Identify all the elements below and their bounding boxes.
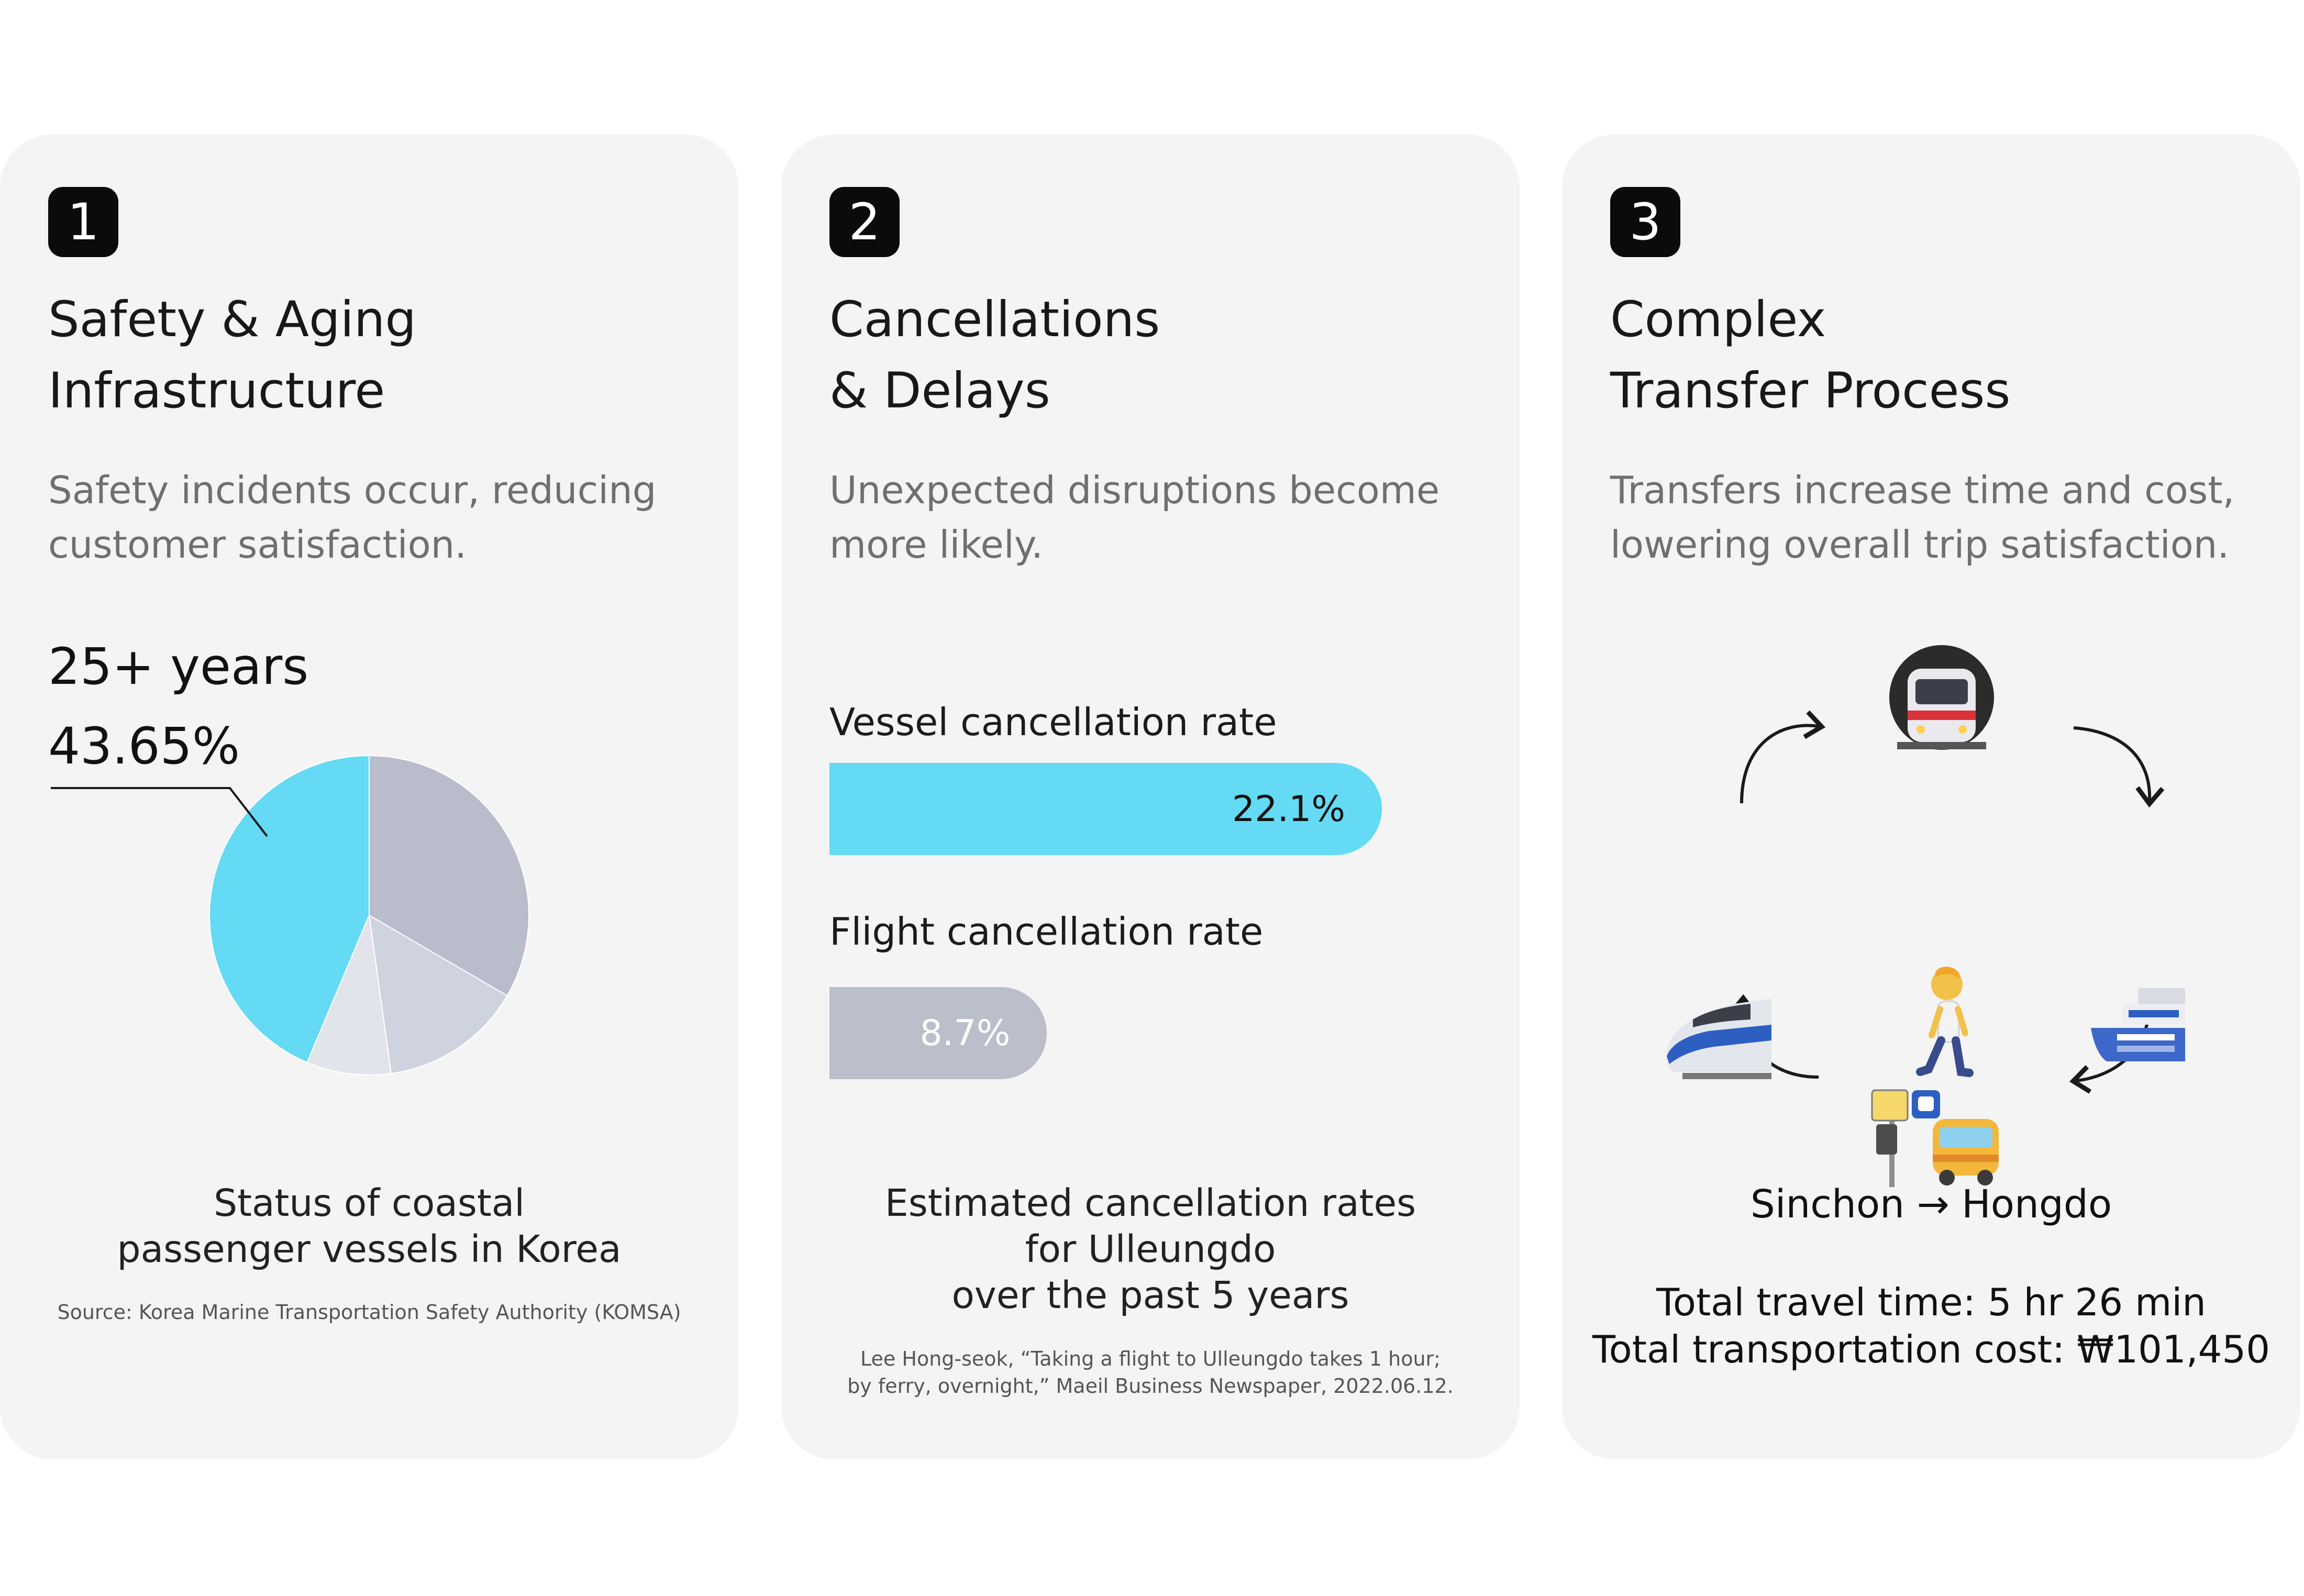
pie-slice <box>306 913 392 1076</box>
card-description-line: Safety incidents occur, reducing <box>48 468 657 512</box>
total-travel-time: Total travel time: 5 hr 26 min <box>1656 1280 2206 1324</box>
source-line: Lee Hong-seok, “Taking a flight to Ulleu… <box>860 1347 1441 1370</box>
total-transportation-cost: Total transportation cost: ₩101,450 <box>1592 1327 2270 1371</box>
vessel-bar-value: 22.1% <box>1232 788 1345 830</box>
source-note: Lee Hong-seok, “Taking a flight to Ulleu… <box>781 1345 1520 1400</box>
chart-caption-line: over the past 5 years <box>951 1273 1349 1317</box>
card-title: Complex Transfer Process <box>1610 284 2265 427</box>
card-title-line: Transfer Process <box>1610 362 2011 419</box>
card-title-line: Safety & Aging <box>48 291 417 348</box>
walking-person-icon <box>1916 967 1974 1077</box>
vessel-bar-label: Vessel cancellation rate <box>829 700 1277 744</box>
highlight-label: 25+ years <box>48 637 309 696</box>
pie-leader-line <box>51 787 268 837</box>
source-note: Source: Korea Marine Transportation Safe… <box>0 1299 738 1326</box>
card-description-line: more likely. <box>829 523 1044 567</box>
ferry-icon <box>2091 988 2185 1061</box>
route-label: Sinchon → Hongdo <box>1750 1182 2112 1227</box>
pie-slice-highlight <box>209 755 370 1063</box>
bus-stop-icon <box>1871 1089 1999 1187</box>
chart-caption-line: for Ulleungdo <box>1025 1227 1276 1271</box>
card-description-line: lowering overall trip satisfaction. <box>1610 523 2230 567</box>
vessel-age-pie-chart <box>51 755 530 1076</box>
chart-caption: Estimated cancellation rates for Ulleung… <box>781 1180 1520 1318</box>
card-description: Unexpected disruptions become more likel… <box>829 463 1489 572</box>
source-line: Source: Korea Marine Transportation Safe… <box>57 1301 681 1324</box>
card-title: Cancellations & Delays <box>829 284 1484 427</box>
card-title-line: Cancellations <box>829 291 1160 348</box>
chart-caption-line: passenger vessels in Korea <box>117 1227 622 1271</box>
card-description: Safety incidents occur, reducing custome… <box>48 463 708 572</box>
card-description-line: Transfers increase time and cost, <box>1610 468 2235 512</box>
flight-bar-value: 8.7% <box>920 1012 1011 1054</box>
metro-icon <box>1889 645 1994 750</box>
chart-caption-line: Status of coastal <box>214 1181 525 1225</box>
cycle-arrow <box>1740 710 1826 804</box>
transfer-card: 3 Complex Transfer Process Transfers inc… <box>1562 135 2300 1459</box>
chart-caption: Status of coastal passenger vessels in K… <box>0 1180 738 1272</box>
card-title-line: & Delays <box>829 362 1050 419</box>
safety-card: 1 Safety & Aging Infrastructure Safety i… <box>0 135 738 1459</box>
high-speed-train-icon <box>1667 999 1771 1079</box>
card-description-line: Unexpected disruptions become <box>829 468 1440 512</box>
pie-slice <box>369 755 530 996</box>
cycle-arrow <box>2073 726 2165 808</box>
card-title: Safety & Aging Infrastructure <box>48 284 703 427</box>
flight-bar-label: Flight cancellation rate <box>829 910 1264 954</box>
card-description-line: customer satisfaction. <box>48 523 467 567</box>
card-description: Transfers increase time and cost, loweri… <box>1610 463 2270 572</box>
chart-caption-line: Estimated cancellation rates <box>884 1181 1416 1225</box>
card-title-line: Complex <box>1610 291 1826 348</box>
pie-slice <box>368 914 508 1074</box>
vessel-cancellation-bar: 22.1% <box>829 763 1382 855</box>
card-title-line: Infrastructure <box>48 362 385 419</box>
trip-totals: Total travel time: 5 hr 26 min Total tra… <box>1562 1279 2300 1373</box>
transfer-cycle-diagram <box>1667 645 2185 1187</box>
flight-cancellation-bar: 8.7% <box>829 987 1047 1079</box>
card-number-badge: 1 <box>48 187 118 257</box>
highlight-percent: 43.65% <box>48 717 240 775</box>
card-number-badge: 2 <box>829 187 900 257</box>
source-line: by ferry, overnight,” Maeil Business New… <box>847 1375 1454 1398</box>
card-number-badge: 3 <box>1610 187 1680 257</box>
cancellations-card: 2 Cancellations & Delays Unexpected disr… <box>781 135 1520 1459</box>
